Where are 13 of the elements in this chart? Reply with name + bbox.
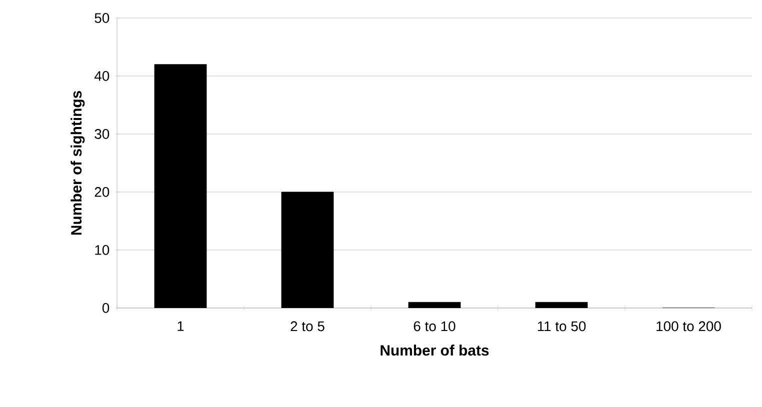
x-tick-label: 6 to 10	[414, 321, 456, 332]
y-tick-label: 50	[94, 13, 110, 23]
x-tick-label: 2 to 5	[290, 321, 324, 332]
x-tick-label: 11 to 50	[538, 321, 586, 332]
y-tick-label: 20	[94, 187, 110, 197]
x-axis-title: Number of bats	[380, 344, 489, 356]
y-tick-label: 40	[94, 71, 110, 81]
y-tick-label: 0	[102, 303, 110, 313]
y-axis-title: Number of sightings	[70, 90, 85, 235]
y-tick-label: 30	[94, 129, 110, 139]
x-tick-label: 1	[178, 321, 184, 331]
y-tick-label: 10	[95, 245, 110, 255]
x-tick-label: 100 to 200	[656, 321, 721, 332]
